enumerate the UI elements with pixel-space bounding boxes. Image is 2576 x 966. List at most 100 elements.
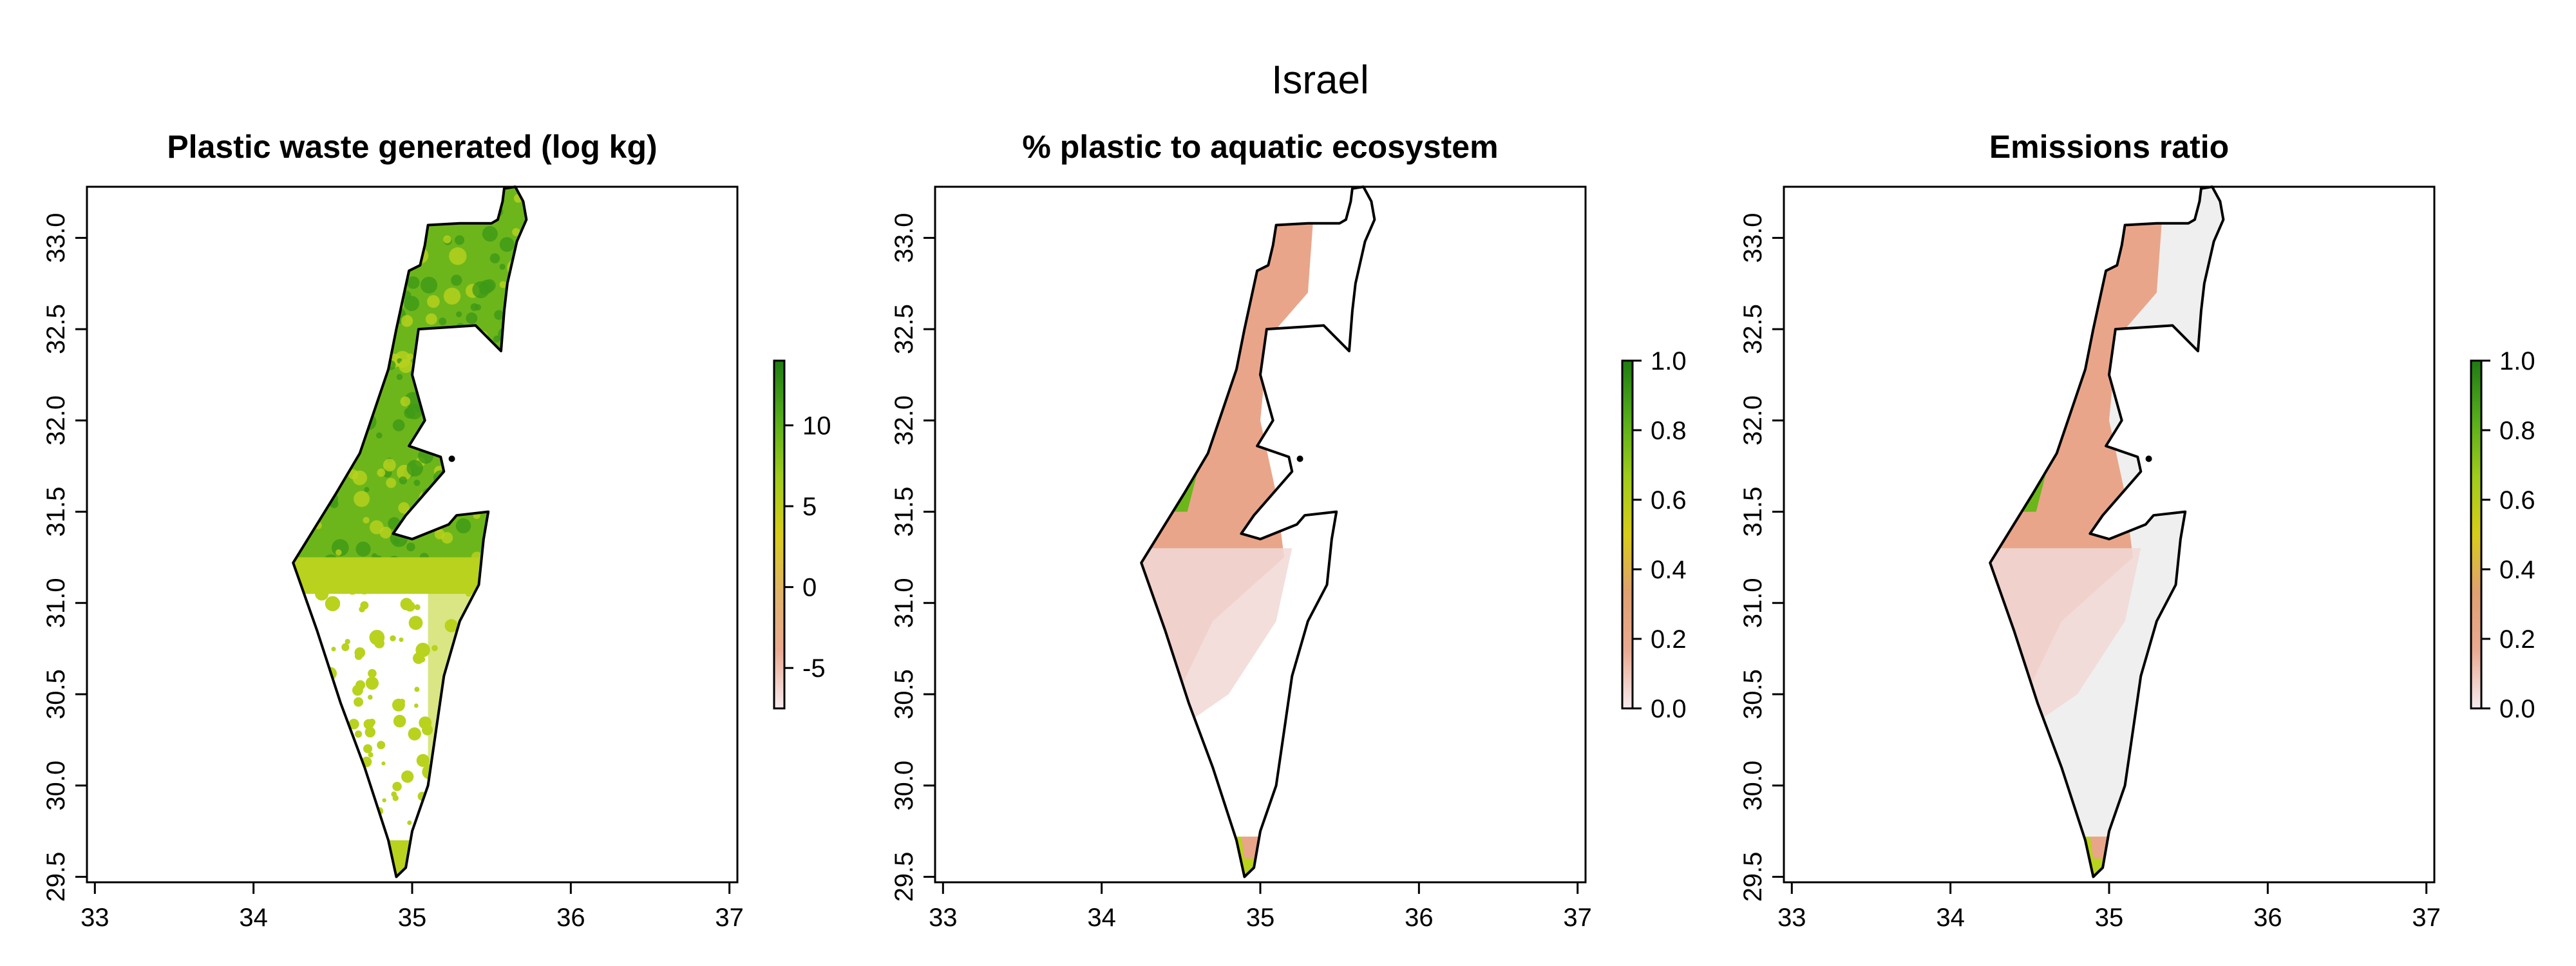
waste-cell xyxy=(494,310,504,320)
waste-cell xyxy=(299,864,308,873)
waste-cell xyxy=(354,730,363,738)
waste-cell xyxy=(361,826,373,838)
y-tick-label: 31.5 xyxy=(42,487,70,537)
waste-cell xyxy=(311,429,319,438)
waste-cell xyxy=(460,503,468,510)
waste-cell xyxy=(512,228,520,236)
waste-cell xyxy=(332,339,339,346)
waste-cell xyxy=(309,646,321,658)
waste-cell xyxy=(313,480,321,488)
waste-cell xyxy=(466,784,471,790)
waste-cell xyxy=(437,796,442,800)
waste-cell xyxy=(435,510,442,516)
waste-cell xyxy=(493,515,500,522)
waste-cell xyxy=(408,616,423,630)
waste-cell xyxy=(330,788,345,803)
waste-cell xyxy=(469,661,485,677)
waste-cell xyxy=(393,247,404,258)
waste-cell xyxy=(332,262,345,275)
waste-cell xyxy=(395,238,407,249)
waste-cell xyxy=(357,205,363,211)
waste-cell xyxy=(509,527,526,544)
waste-cell xyxy=(339,450,346,456)
colorbar-tick-label: 0.4 xyxy=(2499,556,2535,584)
waste-cell xyxy=(406,460,424,477)
waste-cell xyxy=(375,863,389,877)
waste-cell xyxy=(343,366,362,385)
waste-cell xyxy=(487,552,493,558)
y-tick-label: 31.5 xyxy=(890,487,918,537)
waste-cell xyxy=(350,207,359,216)
waste-cell xyxy=(300,431,313,444)
waste-cell xyxy=(299,804,315,819)
waste-cell xyxy=(484,721,492,730)
y-tick-label: 32.5 xyxy=(890,304,918,354)
y-tick-label: 31.0 xyxy=(1739,578,1767,628)
waste-cell xyxy=(437,423,446,433)
waste-cell xyxy=(480,495,491,505)
waste-cell xyxy=(401,253,414,266)
waste-cell xyxy=(394,196,412,213)
waste-cell xyxy=(325,819,339,833)
waste-cell xyxy=(363,838,372,848)
colorbar-tick-label: 10 xyxy=(802,412,831,440)
x-tick-label: 35 xyxy=(398,904,427,932)
waste-cell xyxy=(466,312,478,325)
waste-cell xyxy=(455,518,471,534)
waste-cell xyxy=(321,795,332,806)
waste-cell xyxy=(414,703,419,708)
waste-cell xyxy=(404,296,420,312)
y-tick-label: 32.0 xyxy=(1739,395,1767,446)
waste-cell xyxy=(363,827,370,833)
waste-cell xyxy=(307,430,317,440)
waste-cell xyxy=(446,858,456,868)
waste-cell xyxy=(374,327,381,334)
waste-cell xyxy=(368,752,374,758)
waste-cell xyxy=(360,601,369,610)
waste-cell xyxy=(319,242,336,258)
waste-cell xyxy=(422,840,431,848)
waste-cell xyxy=(475,856,480,861)
waste-cell xyxy=(433,503,450,520)
waste-cell xyxy=(481,815,493,828)
waste-cell xyxy=(363,190,370,196)
waste-cell xyxy=(401,770,414,783)
waste-cell xyxy=(392,419,405,431)
waste-cell xyxy=(309,667,320,678)
waste-cell xyxy=(325,596,341,612)
waste-cell xyxy=(468,749,480,762)
waste-cell xyxy=(493,336,500,343)
waste-cell xyxy=(335,549,342,556)
waste-cell xyxy=(499,281,507,289)
waste-cell xyxy=(314,479,330,495)
y-tick-label: 30.5 xyxy=(1739,669,1767,719)
waste-cell xyxy=(510,329,522,341)
waste-cell xyxy=(476,737,492,753)
waste-cell xyxy=(499,263,506,270)
waste-cell xyxy=(368,668,377,678)
waste-cell xyxy=(402,522,415,533)
waste-cell xyxy=(415,189,429,203)
waste-cell xyxy=(425,313,437,325)
waste-cell xyxy=(393,714,406,728)
waste-cell xyxy=(507,439,519,451)
waste-cell xyxy=(381,761,386,766)
waste-cell xyxy=(348,719,359,730)
waste-cell xyxy=(359,328,372,341)
waste-cell xyxy=(324,289,337,302)
waste-cell xyxy=(302,584,307,589)
waste-cell xyxy=(473,672,478,676)
x-tick-label: 37 xyxy=(2412,904,2441,932)
waste-cell xyxy=(355,680,366,690)
y-tick-label: 30.5 xyxy=(890,669,918,719)
colorbar-tick-label: 0.8 xyxy=(2499,417,2535,445)
waste-cell xyxy=(477,190,493,206)
waste-cell xyxy=(448,214,455,223)
waste-cell xyxy=(499,237,515,252)
y-tick-label: 33.0 xyxy=(42,213,70,263)
waste-cell xyxy=(382,798,386,802)
waste-cell xyxy=(454,363,461,370)
waste-cell xyxy=(353,383,359,389)
y-tick-label: 32.5 xyxy=(1739,304,1767,354)
waste-cell xyxy=(417,366,432,381)
